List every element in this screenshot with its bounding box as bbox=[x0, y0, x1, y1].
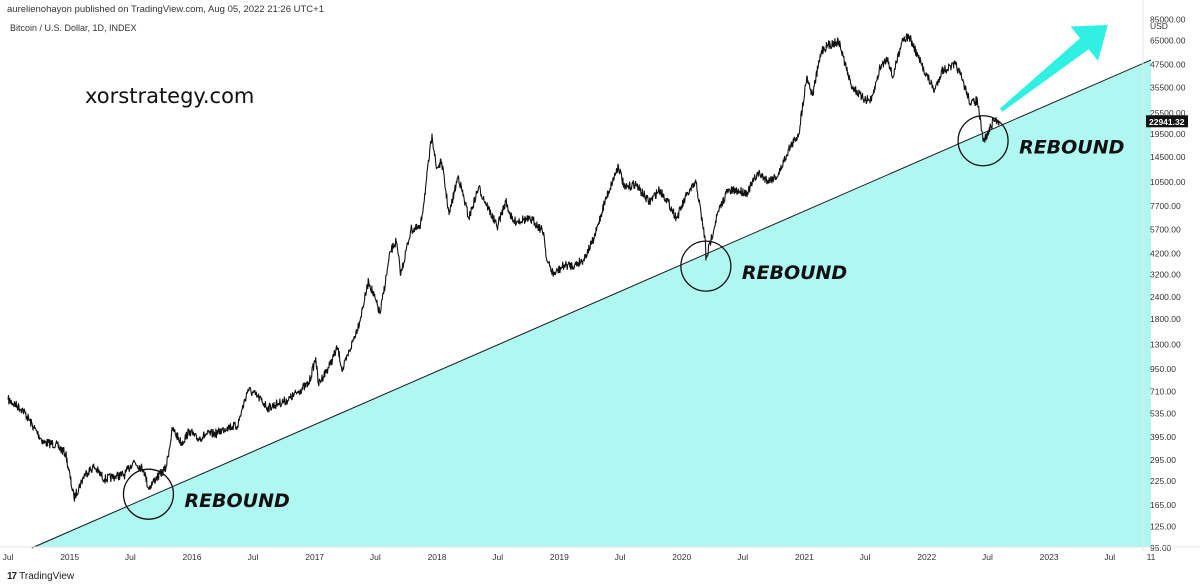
y-tick-label: 395.00 bbox=[1150, 432, 1176, 442]
tradingview-logo-icon: 17 bbox=[7, 571, 17, 582]
y-tick-label: 4200.00 bbox=[1150, 248, 1181, 258]
y-tick-label: 95.00 bbox=[1150, 543, 1172, 553]
y-tick-label: 535.00 bbox=[1150, 409, 1176, 419]
y-tick-label: 47500.00 bbox=[1150, 60, 1186, 70]
x-tick-label: Jul bbox=[615, 552, 626, 562]
symbol-title: Bitcoin / U.S. Dollar, 1D, INDEX bbox=[10, 23, 137, 33]
y-tick-label: 5700.00 bbox=[1150, 225, 1181, 235]
rebound-label: REBOUND bbox=[1019, 137, 1124, 159]
footer-brand-label: TradingView bbox=[19, 571, 75, 582]
x-tick-label: 2016 bbox=[183, 552, 202, 562]
rebound-circle bbox=[957, 115, 1009, 167]
rebound-circle bbox=[680, 240, 732, 292]
y-tick-label: 295.00 bbox=[1150, 455, 1176, 465]
y-tick-label: 950.00 bbox=[1150, 364, 1176, 374]
y-tick-label: 3200.00 bbox=[1150, 269, 1181, 279]
x-tick-label: Jul bbox=[982, 552, 993, 562]
x-tick-label: 2020 bbox=[672, 552, 691, 562]
x-tick-label: 2018 bbox=[428, 552, 447, 562]
support-trendline bbox=[31, 59, 1152, 549]
last-price-badge bbox=[1146, 115, 1188, 128]
y-tick-label: 125.00 bbox=[1150, 522, 1176, 532]
rebound-label: REBOUND bbox=[184, 490, 289, 512]
y-tick-label: 65000.00 bbox=[1150, 35, 1186, 45]
x-tick-label: Jul bbox=[737, 552, 748, 562]
y-tick-label: 19500.00 bbox=[1150, 129, 1186, 139]
x-tick-label: 11 bbox=[1147, 552, 1156, 562]
y-tick-label: 35500.00 bbox=[1150, 82, 1186, 92]
x-tick-label: 2022 bbox=[917, 552, 936, 562]
y-tick-label: 1300.00 bbox=[1150, 340, 1181, 350]
x-tick-label: Jul bbox=[248, 552, 259, 562]
x-tick-label: 2023 bbox=[1040, 552, 1059, 562]
x-tick-label: Jul bbox=[370, 552, 381, 562]
y-tick-label: 10500.00 bbox=[1150, 177, 1186, 187]
watermark-text: xorstrategy.com bbox=[85, 84, 255, 108]
y-tick-label: 1800.00 bbox=[1150, 314, 1181, 324]
footer-brand: 17 TradingView bbox=[7, 571, 74, 582]
y-tick-label: 2400.00 bbox=[1150, 292, 1181, 302]
x-tick-label: Jul bbox=[3, 552, 14, 562]
y-tick-label: 7700.00 bbox=[1150, 201, 1181, 211]
x-tick-label: Jul bbox=[125, 552, 136, 562]
x-tick-label: 2019 bbox=[550, 552, 569, 562]
x-tick-label: Jul bbox=[1104, 552, 1115, 562]
y-tick-label: 14500.00 bbox=[1150, 152, 1186, 162]
x-tick-label: 2021 bbox=[795, 552, 814, 562]
x-tick-label: Jul bbox=[492, 552, 503, 562]
x-tick-label: Jul bbox=[860, 552, 871, 562]
rebound-circle bbox=[122, 468, 175, 520]
x-tick-label: 2015 bbox=[60, 552, 79, 562]
last-price-label: 22941.32 bbox=[1149, 117, 1185, 127]
y-tick-label: 710.00 bbox=[1150, 387, 1176, 397]
y-tick-label: 165.00 bbox=[1150, 500, 1176, 510]
x-tick-label: 2017 bbox=[305, 552, 324, 562]
price-line bbox=[7, 33, 1000, 502]
y-tick-label: 25500.00 bbox=[1150, 108, 1186, 118]
y-tick-label: 85000.00 bbox=[1150, 14, 1186, 24]
currency-label: USD bbox=[1150, 21, 1168, 31]
publisher-line: aurelienohayon published on TradingView.… bbox=[7, 4, 324, 15]
y-tick-label: 225.00 bbox=[1150, 476, 1176, 486]
projection-arrow bbox=[999, 25, 1108, 112]
rebound-label: REBOUND bbox=[742, 262, 847, 284]
